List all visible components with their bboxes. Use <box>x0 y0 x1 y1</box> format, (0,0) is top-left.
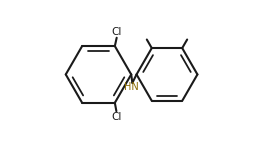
Text: Cl: Cl <box>112 27 122 37</box>
Text: HN: HN <box>124 82 139 92</box>
Text: Cl: Cl <box>111 112 121 122</box>
